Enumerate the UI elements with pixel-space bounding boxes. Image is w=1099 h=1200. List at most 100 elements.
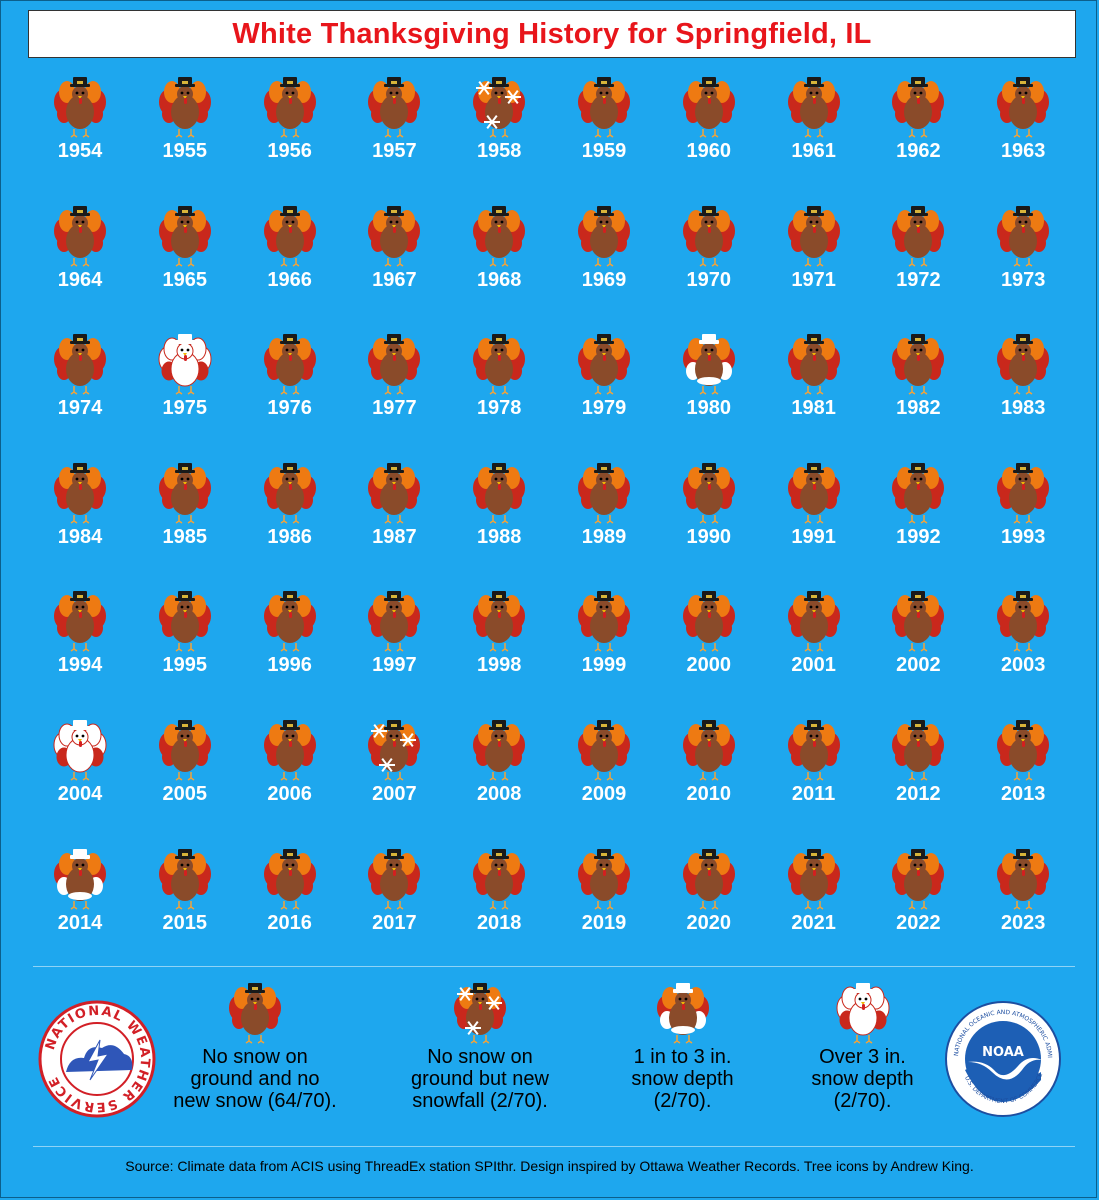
year-label: 2020 [686, 911, 732, 934]
year-label: 1969 [581, 268, 627, 291]
year-cell: 1959 [552, 70, 656, 180]
year-cell: 1975 [133, 327, 237, 437]
year-cell: 1973 [971, 199, 1075, 309]
year-label: 2023 [1000, 911, 1046, 934]
year-cell: 1954 [28, 70, 132, 180]
year-label: 1991 [791, 525, 836, 548]
year-label: 1992 [896, 525, 941, 548]
year-label: 1976 [267, 397, 312, 420]
year-label: 1972 [896, 268, 941, 291]
year-cell: 2010 [657, 713, 761, 823]
year-label: 2009 [581, 783, 627, 805]
year-label: 2001 [791, 654, 836, 677]
year-cell: 1964 [28, 199, 132, 309]
year-label: 2003 [1000, 654, 1046, 677]
year-cell: 2003 [971, 584, 1075, 694]
year-cell: 2008 [447, 713, 551, 823]
year-cell: 2019 [552, 842, 656, 952]
year-label: 1962 [896, 140, 941, 162]
legend-text-line2: ground but new [411, 1068, 549, 1090]
year-label: 2017 [372, 911, 417, 934]
year-cell: 2021 [762, 842, 866, 952]
year-label: 2013 [1000, 783, 1046, 805]
year-cell: 1962 [866, 70, 970, 180]
year-label: 1980 [686, 397, 732, 420]
year-label: 1954 [57, 140, 103, 162]
noaa-logo-icon: NOAA NATIONAL OCEANIC AND ATMOSPHERIC AD… [941, 995, 1061, 1117]
year-cell: 2015 [133, 842, 237, 952]
year-label: 1968 [476, 268, 522, 291]
legend-text-line2: snow depth [811, 1068, 914, 1090]
year-cell: 1989 [552, 456, 656, 566]
year-cell: 2005 [133, 713, 237, 823]
year-cell: 1956 [238, 70, 342, 180]
year-label: 1999 [581, 654, 627, 677]
year-cell: 2000 [657, 584, 761, 694]
legend-item-deep-depth: Over 3 in. snow depth (2/70). [780, 980, 945, 1112]
year-label: 2007 [372, 783, 417, 805]
year-label: 2021 [791, 911, 836, 934]
year-cell: 1985 [133, 456, 237, 566]
legend-text-line3: (2/70). [833, 1090, 892, 1112]
year-label: 1977 [372, 397, 417, 420]
year-label: 2022 [896, 911, 941, 934]
year-cell: 1980 [657, 327, 761, 437]
source-credit: Source: Climate data from ACIS using Thr… [125, 1158, 974, 1174]
year-cell: 1981 [762, 327, 866, 437]
year-label: 1958 [476, 140, 522, 162]
year-cell: 1983 [971, 327, 1075, 437]
nws-logo: NATIONAL WEATHER SERVICE [38, 1000, 156, 1123]
year-label: 1957 [372, 140, 417, 162]
year-cell: 1986 [238, 456, 342, 566]
year-label: 2002 [896, 654, 941, 677]
legend-text-line2: ground and no [190, 1068, 320, 1090]
year-cell: 2006 [238, 713, 342, 823]
legend-text-line1: No snow on [202, 1046, 308, 1068]
year-label: 1996 [267, 654, 312, 677]
nws-logo-icon: NATIONAL WEATHER SERVICE [38, 1000, 156, 1118]
legend-item-light-depth: 1 in to 3 in. snow depth (2/70). [600, 980, 765, 1112]
year-label: 1981 [791, 397, 836, 420]
year-cell: 1970 [657, 199, 761, 309]
year-cell: 1984 [28, 456, 132, 566]
year-cell: 1978 [447, 327, 551, 437]
legend-text-line1: No snow on [427, 1046, 533, 1068]
legend-turkey-icon [160, 980, 350, 1044]
year-cell: 1991 [762, 456, 866, 566]
year-label: 2005 [162, 783, 208, 805]
legend-deep-snow-turkey-icon [780, 980, 945, 1044]
year-cell: 1969 [552, 199, 656, 309]
year-cell: 1958 [447, 70, 551, 180]
year-cell: 1998 [447, 584, 551, 694]
year-cell: 2023 [971, 842, 1075, 952]
year-cell: 1965 [133, 199, 237, 309]
year-label: 1975 [162, 397, 208, 420]
year-cell: 1979 [552, 327, 656, 437]
year-label: 2016 [267, 911, 312, 934]
year-label: 2006 [267, 783, 312, 805]
year-cell: 1995 [133, 584, 237, 694]
year-label: 1963 [1000, 140, 1046, 162]
year-cell: 1990 [657, 456, 761, 566]
year-cell: 1967 [342, 199, 446, 309]
year-cell: 2016 [238, 842, 342, 952]
year-label: 1964 [57, 268, 103, 291]
legend-text-line3: new snow (64/70). [173, 1090, 337, 1112]
year-label: 1987 [372, 525, 417, 548]
year-cell: 2011 [762, 713, 866, 823]
year-cell: 1993 [971, 456, 1075, 566]
year-label: 1959 [581, 140, 627, 162]
legend-item-new-snowfall: No snow on ground but new snowfall (2/70… [385, 980, 575, 1112]
year-label: 1979 [581, 397, 627, 420]
year-label: 2019 [581, 911, 627, 934]
legend-text-line3: snowfall (2/70). [412, 1090, 548, 1112]
year-cell: 1960 [657, 70, 761, 180]
year-cell: 1999 [552, 584, 656, 694]
legend-light-snow-turkey-icon [600, 980, 765, 1044]
year-label: 1988 [476, 525, 522, 548]
year-cell: 1963 [971, 70, 1075, 180]
year-label: 1956 [267, 140, 312, 162]
year-label: 1995 [162, 654, 208, 677]
year-label: 1997 [372, 654, 417, 677]
